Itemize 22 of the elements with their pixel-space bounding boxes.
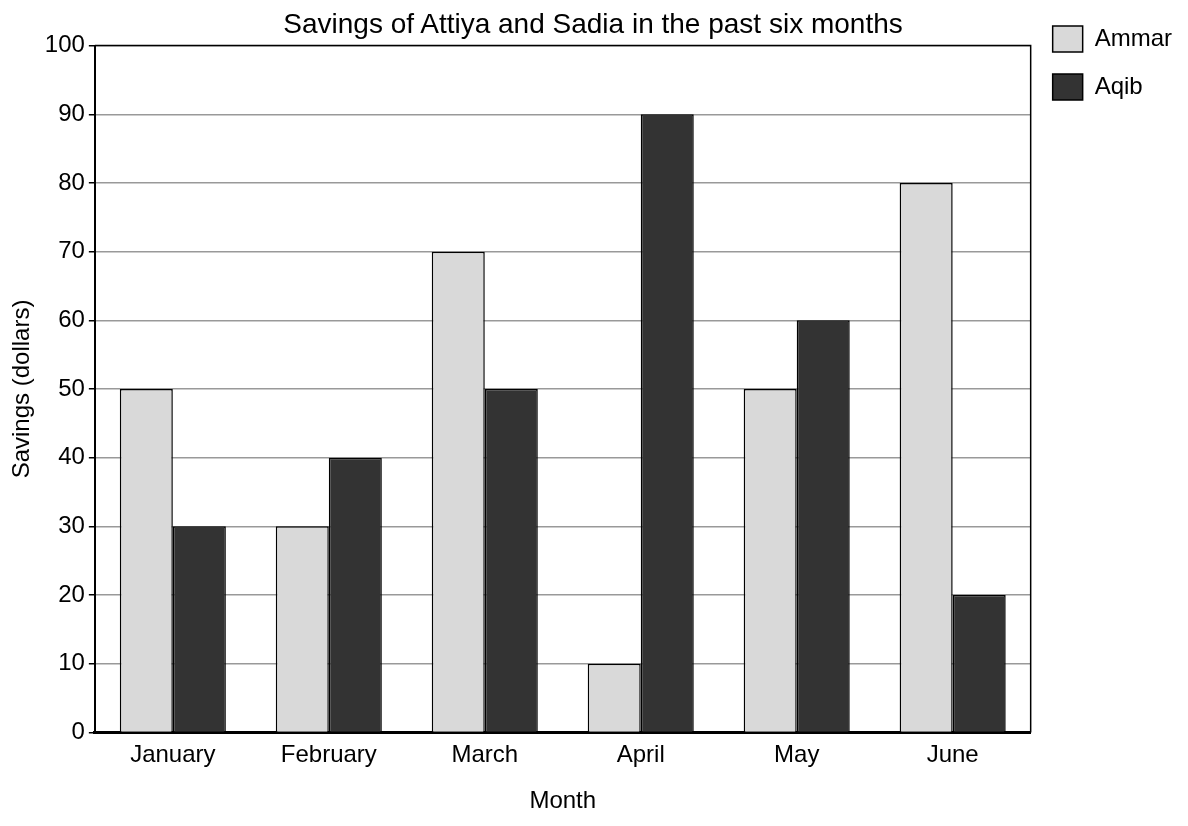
y-tick-label: 50 [58, 373, 85, 401]
y-tick-label: 10 [58, 648, 85, 676]
y-tick-label: 20 [58, 579, 85, 607]
x-tick-label: January [130, 740, 216, 768]
y-tick-label: 100 [44, 30, 85, 58]
x-tick-label: June [926, 740, 979, 768]
chart-title: Savings of Attiya and Sadia in the past six months [283, 7, 903, 39]
y-tick-label: 80 [58, 167, 85, 195]
x-tick-label: March [451, 740, 519, 768]
y-tick-label: 70 [58, 236, 85, 264]
x-tick-label: February [280, 740, 377, 768]
y-tick-label: 0 [71, 717, 85, 745]
y-tick-label: 40 [58, 442, 85, 470]
legend-label: Ammar [1094, 23, 1173, 51]
x-axis-title: Month [529, 786, 597, 814]
legend-label: Aqib [1094, 71, 1143, 99]
y-tick-label: 30 [58, 510, 85, 538]
x-tick-label: April [616, 740, 665, 768]
x-tick-label: May [774, 740, 820, 768]
y-tick-label: 90 [58, 98, 85, 126]
y-axis-title: Savings (dollars) [7, 299, 35, 479]
y-tick-label: 60 [58, 304, 85, 332]
